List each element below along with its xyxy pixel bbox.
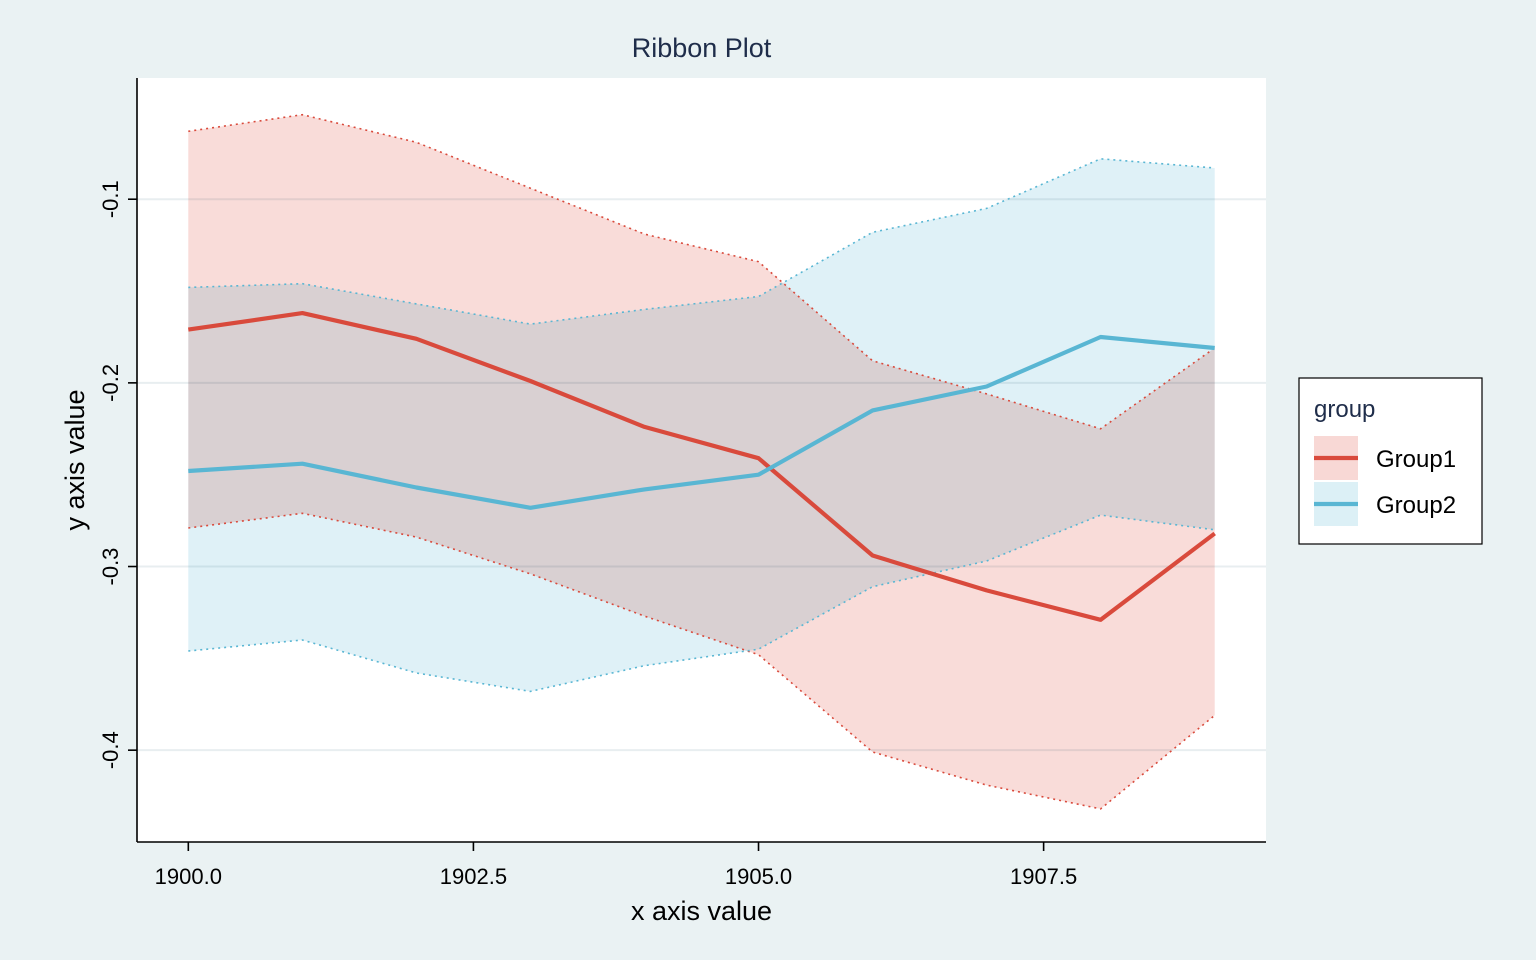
x-tick-label: 1902.5 — [440, 864, 507, 889]
series-line-group1 — [187, 311, 1216, 622]
x-tick-label: 1900.0 — [155, 864, 222, 889]
y-tick-label: -0.4 — [98, 731, 123, 769]
ribbon-group2 — [188, 158, 1215, 692]
x-axis-title: x axis value — [631, 896, 772, 926]
legend-label-group2: Group2 — [1376, 492, 1456, 519]
y-axis-title: y axis value — [60, 389, 90, 530]
y-tick-label: -0.1 — [98, 180, 123, 218]
series-line-group2 — [188, 334, 1215, 510]
chart-title: Ribbon Plot — [632, 33, 772, 63]
legend-title: group — [1314, 396, 1375, 423]
legend: group Group1 Group2 — [1298, 377, 1483, 545]
ribbon-upper-bound-group1 — [188, 113, 1216, 430]
legend-label-group1: Group1 — [1376, 446, 1456, 473]
y-tick-label: -0.3 — [98, 548, 123, 586]
y-tick-label: -0.2 — [98, 364, 123, 402]
x-tick-label: 1905.0 — [725, 864, 792, 889]
x-tick-label: 1907.5 — [1010, 864, 1077, 889]
ribbon-lower-bound-group2 — [188, 514, 1215, 693]
